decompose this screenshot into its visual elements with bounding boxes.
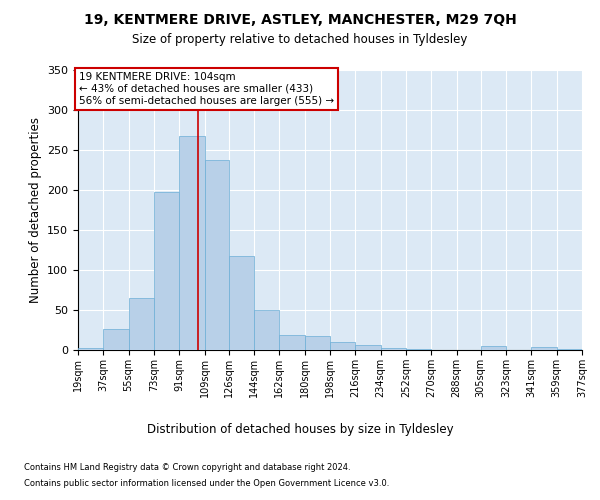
Bar (557, 349, 582, 350)
Bar (305, 336, 330, 350)
Bar (78, 348, 103, 350)
Text: Distribution of detached houses by size in Tyldesley: Distribution of detached houses by size … (146, 422, 454, 436)
Text: Contains public sector information licensed under the Open Government Licence v3: Contains public sector information licen… (24, 479, 389, 488)
Bar (280, 335, 305, 350)
Bar (380, 348, 406, 350)
Bar (179, 136, 205, 350)
Bar (254, 310, 280, 350)
Bar (532, 347, 557, 350)
Text: 19 KENTMERE DRIVE: 104sqm
← 43% of detached houses are smaller (433)
56% of semi: 19 KENTMERE DRIVE: 104sqm ← 43% of detac… (79, 72, 334, 106)
Text: Contains HM Land Registry data © Crown copyright and database right 2024.: Contains HM Land Registry data © Crown c… (24, 462, 350, 471)
Text: 19, KENTMERE DRIVE, ASTLEY, MANCHESTER, M29 7QH: 19, KENTMERE DRIVE, ASTLEY, MANCHESTER, … (83, 12, 517, 26)
Bar (481, 346, 506, 350)
Bar (128, 298, 154, 350)
Bar (229, 256, 254, 350)
Bar (154, 192, 179, 350)
Y-axis label: Number of detached properties: Number of detached properties (29, 117, 41, 303)
Bar (406, 349, 431, 350)
Bar (103, 329, 128, 350)
Bar (355, 345, 380, 350)
Bar (330, 342, 355, 350)
Bar (205, 160, 229, 350)
Text: Size of property relative to detached houses in Tyldesley: Size of property relative to detached ho… (133, 32, 467, 46)
